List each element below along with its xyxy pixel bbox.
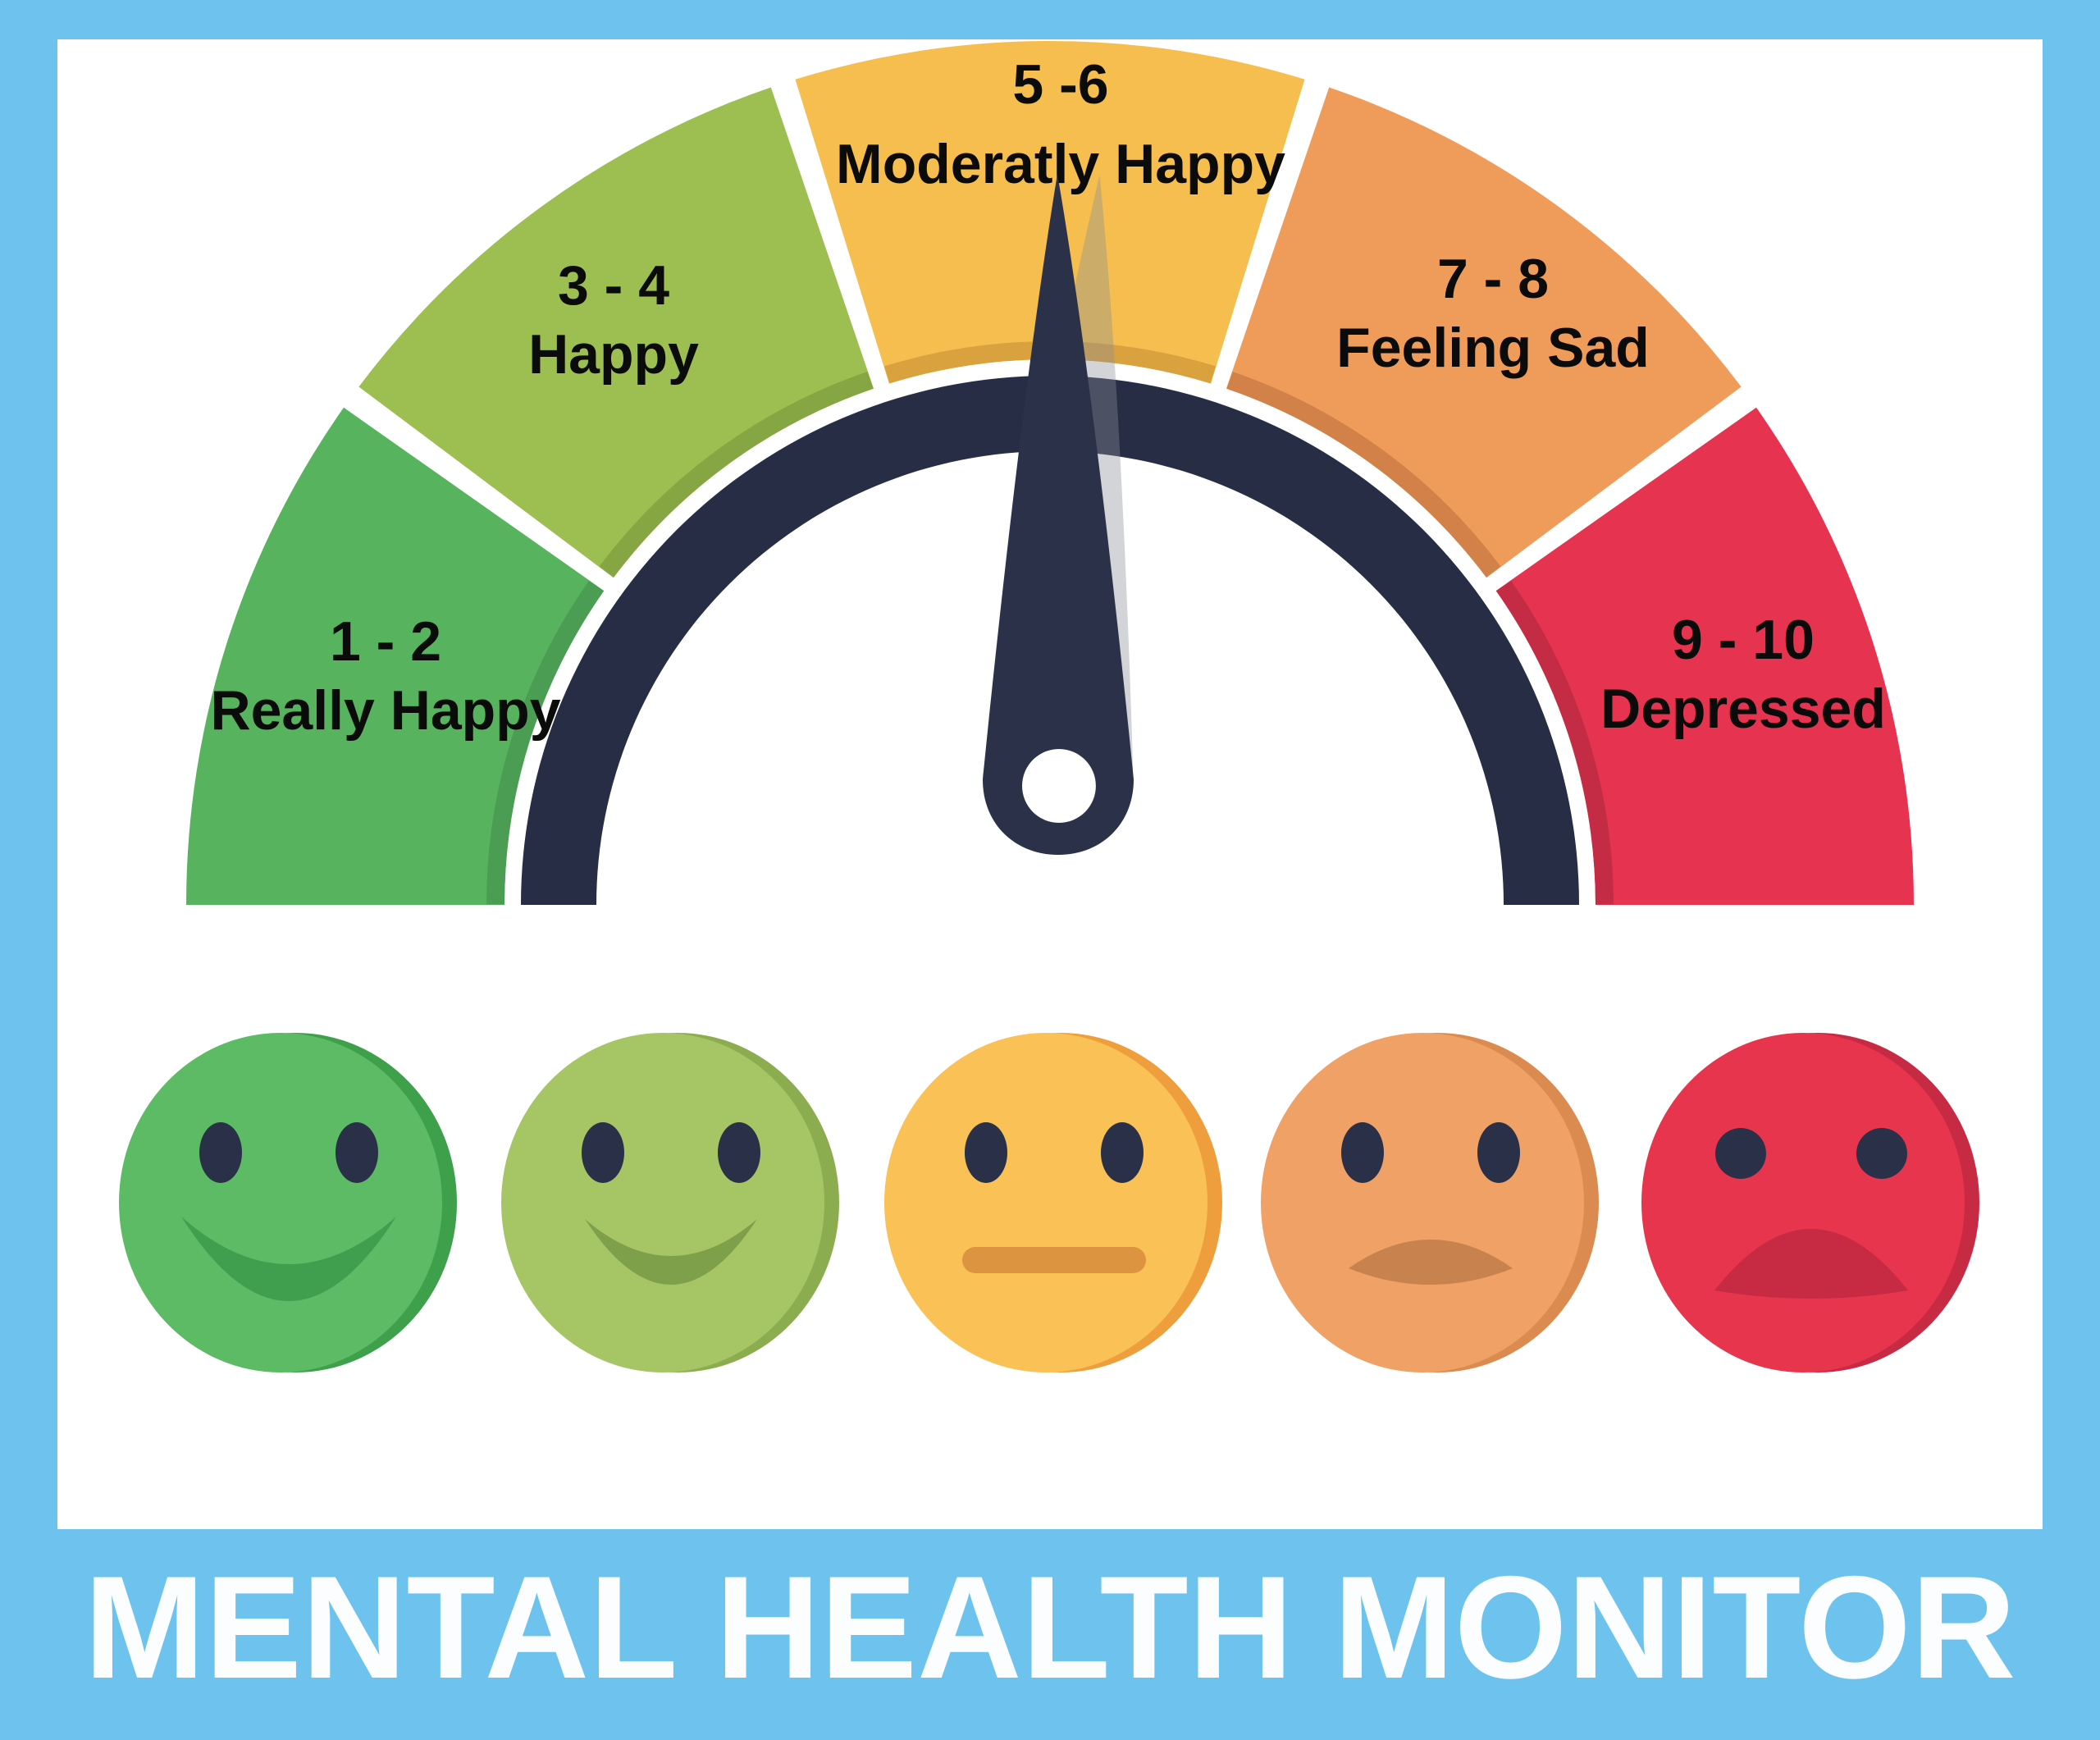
- poster-title: MENTAL HEALTH MONITOR: [84, 1546, 2016, 1709]
- gauge-segment-inner-edge: [1496, 580, 1614, 905]
- gauge-segment-inner-edge: [599, 371, 874, 578]
- left-eye-icon: [1341, 1122, 1384, 1183]
- mouth-frown-icon: [1349, 1240, 1513, 1285]
- face-happy: [501, 1033, 839, 1372]
- gauge-arc: [521, 376, 1579, 905]
- segment-range-label: 3 - 4: [558, 254, 669, 317]
- face-disc: [119, 1033, 442, 1372]
- gauge-segment-inner-edge: [486, 580, 604, 905]
- segment-mood-label: Moderatly Happy: [836, 133, 1285, 195]
- left-eye-icon: [1715, 1128, 1766, 1179]
- face-sad: [1261, 1033, 1599, 1372]
- right-eye-icon: [718, 1122, 760, 1183]
- segment-mood-label: Happy: [528, 323, 699, 386]
- face-disc: [1641, 1033, 1965, 1372]
- face-neutral: [884, 1033, 1222, 1372]
- mouth-neutral-icon: [962, 1247, 1146, 1273]
- left-eye-icon: [965, 1122, 1007, 1183]
- face-really-happy: [119, 1033, 457, 1372]
- face-disc: [884, 1033, 1208, 1372]
- gauge-segment-5-6: [795, 40, 1305, 384]
- right-eye-icon: [1101, 1122, 1144, 1183]
- right-eye-icon: [336, 1122, 378, 1183]
- left-eye-icon: [199, 1122, 242, 1183]
- segment-mood-label: Feeling Sad: [1336, 317, 1650, 379]
- gauge-needle-layer: [983, 174, 1134, 855]
- face-disc: [1261, 1033, 1584, 1372]
- mouth-smile-big-icon: [181, 1217, 396, 1301]
- left-eye-icon: [582, 1122, 624, 1183]
- segment-mood-label: Depressed: [1600, 678, 1886, 740]
- gauge-segment-9-10: [1495, 407, 1914, 905]
- gauge-segment-inner-edge: [1226, 371, 1501, 578]
- segment-range-label: 9 - 10: [1672, 609, 1815, 671]
- segment-range-label: 1 - 2: [330, 610, 441, 673]
- right-eye-icon: [1477, 1122, 1520, 1183]
- mouth-frown-big-icon: [1714, 1229, 1908, 1299]
- gauge-segment-3-4: [358, 87, 874, 578]
- segment-mood-label: Really Happy: [210, 679, 560, 742]
- mood-faces-row: [119, 1033, 1979, 1372]
- segment-range-label: 5 -6: [1012, 53, 1108, 116]
- right-eye-icon: [1856, 1128, 1907, 1179]
- gauge-needle: [983, 174, 1134, 855]
- mouth-smile-icon: [585, 1219, 757, 1285]
- gauge-segment-1-2: [186, 407, 605, 905]
- segment-range-label: 7 - 8: [1437, 248, 1549, 310]
- gauge-segment-7-8: [1226, 87, 1742, 578]
- face-disc: [501, 1033, 824, 1372]
- face-depressed: [1641, 1033, 1979, 1372]
